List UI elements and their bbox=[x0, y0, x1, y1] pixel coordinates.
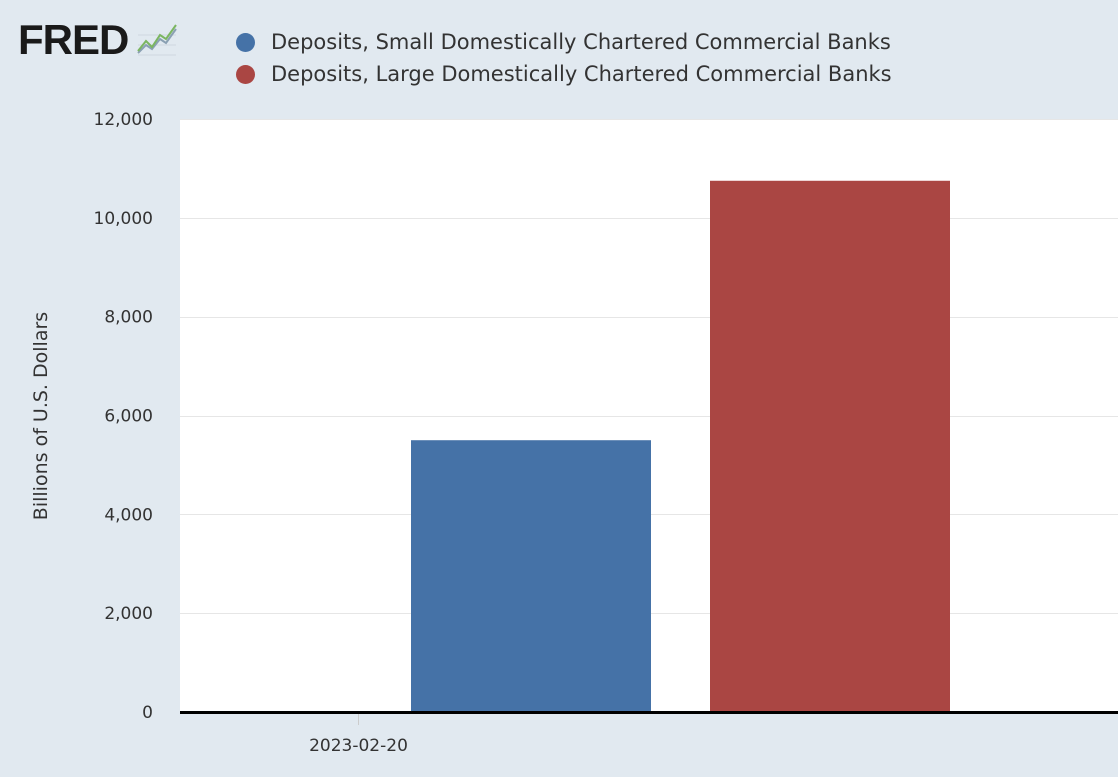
bars bbox=[411, 180, 950, 713]
y-tick-label: 8,000 bbox=[104, 308, 153, 328]
y-tick-label: 6,000 bbox=[104, 407, 153, 427]
legend-item-large-banks[interactable]: Deposits, Large Domestically Chartered C… bbox=[236, 58, 892, 90]
y-tick-label: 10,000 bbox=[94, 209, 153, 229]
fred-logo-text: FRED bbox=[18, 16, 129, 63]
y-tick-label: 12,000 bbox=[94, 110, 153, 130]
y-axis-title: Billions of U.S. Dollars bbox=[30, 312, 52, 520]
fred-line-graph-icon bbox=[137, 24, 178, 56]
legend-dot-large-banks bbox=[236, 64, 255, 84]
bar-large-banks[interactable] bbox=[710, 180, 950, 713]
y-tick-label: 4,000 bbox=[104, 505, 153, 525]
legend-label-large-banks: Deposits, Large Domestically Chartered C… bbox=[271, 62, 892, 86]
x-tick-label: 2023-02-20 bbox=[309, 736, 408, 756]
y-tick-label: 0 bbox=[142, 703, 153, 723]
legend-item-small-banks[interactable]: Deposits, Small Domestically Chartered C… bbox=[236, 26, 892, 58]
chart-legend: Deposits, Small Domestically Chartered C… bbox=[236, 26, 892, 90]
bar-small-banks[interactable] bbox=[411, 440, 651, 712]
legend-dot-small-banks bbox=[236, 32, 255, 52]
y-axis-ticks: 0 2,000 4,000 6,000 8,000 10,000 12,000 bbox=[94, 110, 153, 723]
legend-label-small-banks: Deposits, Small Domestically Chartered C… bbox=[271, 30, 891, 54]
x-axis-ticks: 2023-02-20 bbox=[309, 714, 408, 756]
fred-logo[interactable]: FRED bbox=[18, 18, 178, 62]
y-tick-label: 2,000 bbox=[104, 604, 153, 624]
